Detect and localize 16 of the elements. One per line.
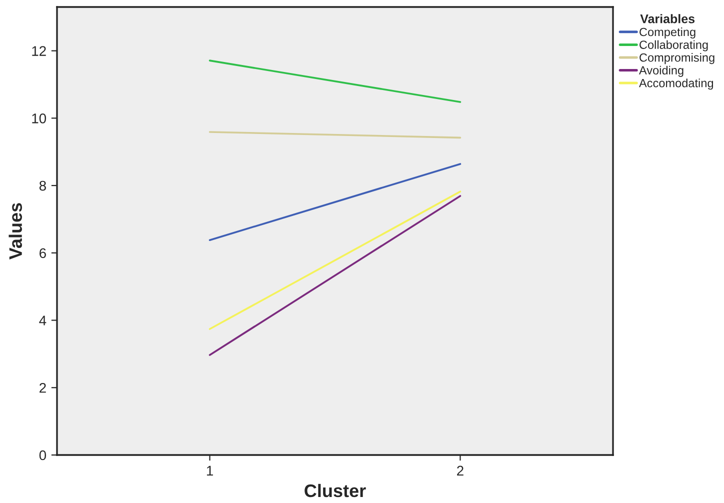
- legend-title: Variables: [640, 14, 695, 24]
- legend-label: Avoiding: [638, 66, 684, 77]
- legend-label: Compromising: [640, 53, 714, 64]
- y-tick-label: 8: [39, 180, 46, 191]
- legend-label: Competing: [640, 28, 696, 39]
- y-tick-label: 12: [32, 46, 46, 56]
- y-axis-title: Values: [8, 203, 22, 260]
- legend-label: Collaborating: [640, 40, 708, 52]
- y-tick-label: 10: [32, 113, 46, 124]
- y-tick-label: 2: [40, 382, 46, 393]
- x-axis-title: Cluster: [304, 484, 366, 498]
- y-tick-label: 0: [39, 450, 46, 460]
- y-tick-label: 4: [39, 316, 46, 326]
- y-tick-label: 6: [40, 248, 46, 258]
- legend-label: Accomodating: [638, 78, 714, 90]
- x-tick-label: 1: [206, 466, 213, 476]
